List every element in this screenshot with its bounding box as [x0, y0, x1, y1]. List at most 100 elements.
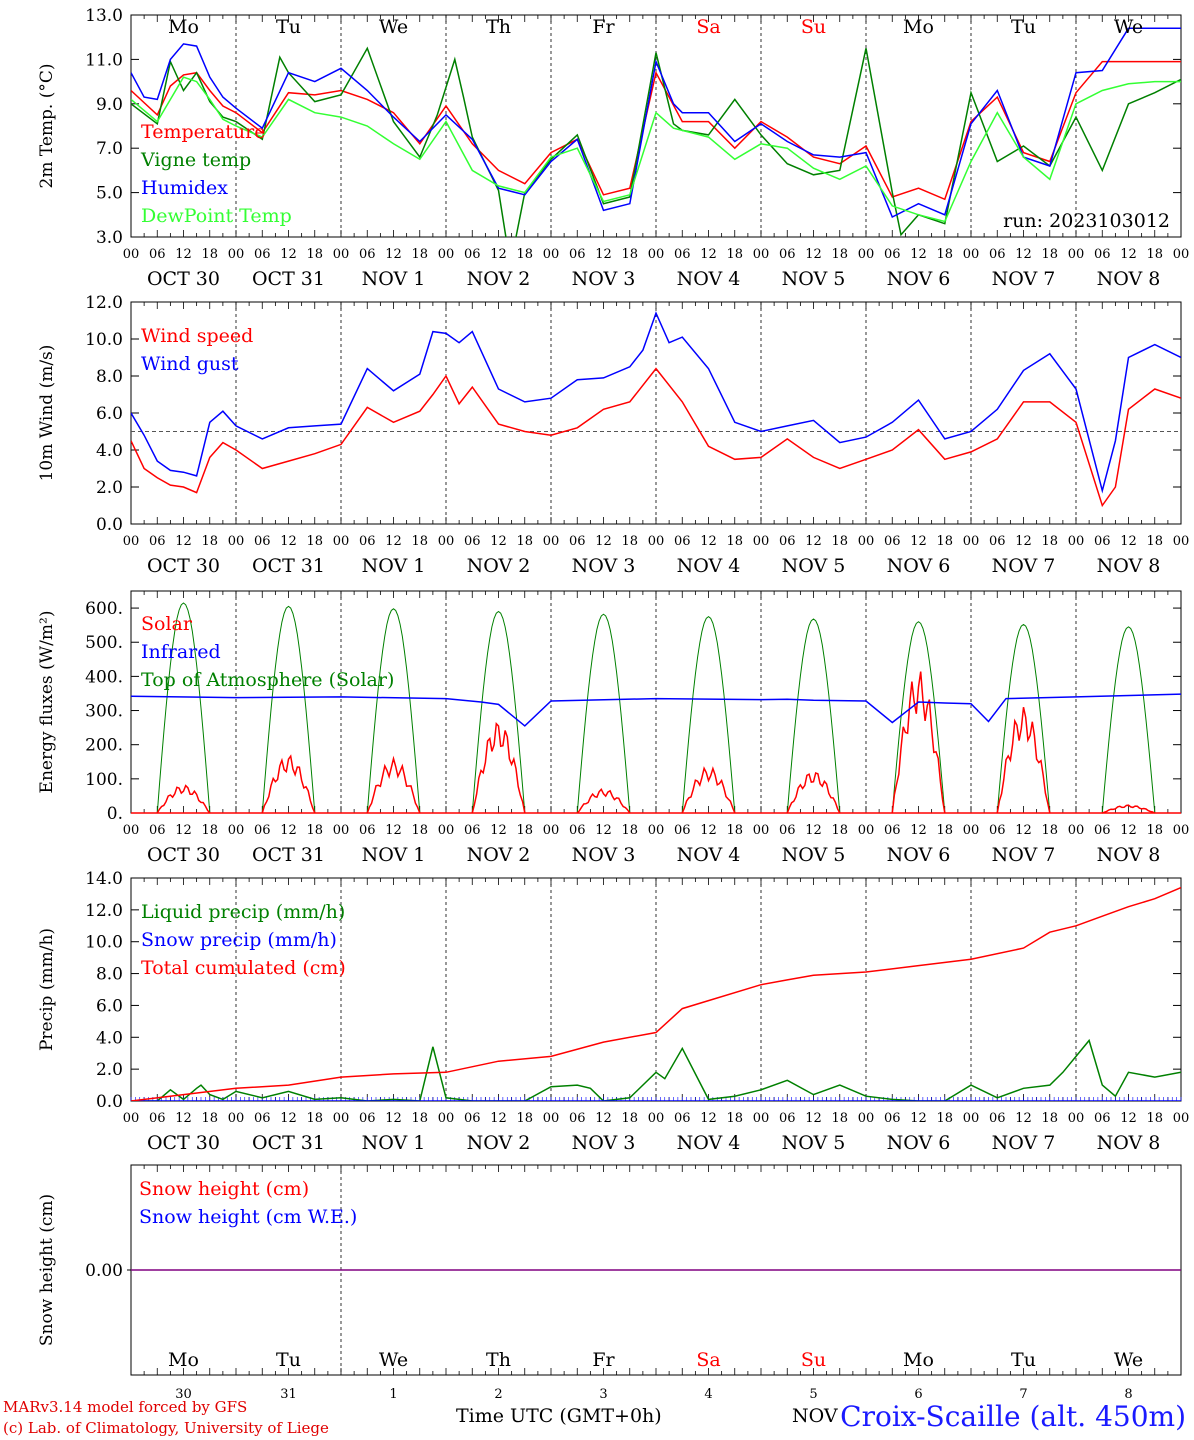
hour-tick-label: 18	[1146, 534, 1163, 549]
y-tick-label: 500.	[85, 633, 123, 653]
hour-tick-label: 18	[831, 247, 848, 262]
date-label: NOV 2	[467, 268, 531, 290]
hour-tick-label: 00	[333, 823, 350, 838]
series-solar	[471, 722, 526, 814]
hour-tick-label: 18	[831, 1111, 848, 1126]
date-label: OCT 31	[252, 844, 325, 866]
day-number-bottom: 8	[1124, 1387, 1132, 1402]
hour-tick-label: 00	[648, 1111, 665, 1126]
y-tick-label: 11.0	[85, 50, 123, 70]
hour-tick-label: 00	[333, 247, 350, 262]
day-number-bottom: 30	[175, 1387, 192, 1402]
day-number-bottom: 31	[280, 1387, 297, 1402]
y-tick-label: 8.0	[96, 367, 123, 387]
series-line-total-cumulated-cm-	[131, 886, 1181, 1101]
series-line-liquid-precip-mm-h-	[131, 1038, 1181, 1101]
hour-tick-label: 06	[779, 534, 796, 549]
legend-entry: Wind gust	[141, 353, 239, 375]
hour-tick-label: 12	[280, 534, 297, 549]
time-axis-label: Time UTC (GMT+0h)	[456, 1405, 662, 1427]
date-label: NOV 2	[467, 1132, 531, 1154]
hour-tick-label: 06	[674, 247, 691, 262]
hour-tick-label: 00	[753, 534, 770, 549]
y-axis-label-0: 2m Temp. (°C)	[37, 63, 57, 188]
day-number-bottom: 3	[599, 1387, 607, 1402]
hour-tick-label: 12	[595, 534, 612, 549]
hour-tick-label: 06	[1094, 823, 1111, 838]
legend-entry: Snow height (cm W.E.)	[139, 1206, 357, 1228]
hour-tick-label: 12	[490, 247, 507, 262]
y-axis-label-4: Snow height (cm)	[37, 1194, 57, 1346]
hour-tick-label: 06	[779, 247, 796, 262]
day-name-top: Sa	[696, 16, 720, 38]
y-tick-label: 5.0	[96, 184, 123, 204]
day-name-top: Tu	[1011, 16, 1036, 38]
hour-tick-label: 00	[858, 823, 875, 838]
hour-tick-label: 00	[648, 247, 665, 262]
y-tick-label: 400.	[85, 667, 123, 687]
y-tick-label: 10.0	[85, 330, 123, 350]
hour-tick-label: 12	[1015, 534, 1032, 549]
series-solar	[996, 707, 1051, 814]
hour-tick-label: 00	[228, 823, 245, 838]
hour-tick-label: 06	[149, 1111, 166, 1126]
hour-tick-label: 12	[595, 823, 612, 838]
date-label: NOV 7	[992, 1132, 1056, 1154]
series-top-of-atmosphere	[152, 602, 215, 814]
hour-tick-label: 00	[438, 247, 455, 262]
date-label: NOV 7	[992, 555, 1056, 577]
y-tick-label: 600.	[85, 599, 123, 619]
date-label: NOV 1	[362, 555, 426, 577]
y-tick-label: 0.0	[96, 1092, 123, 1112]
date-label: NOV 7	[992, 268, 1056, 290]
hour-tick-label: 18	[831, 534, 848, 549]
hour-tick-label: 06	[674, 1111, 691, 1126]
date-label: NOV 6	[887, 844, 951, 866]
hour-tick-label: 12	[595, 247, 612, 262]
hour-tick-label: 18	[831, 823, 848, 838]
series-line-wind-speed	[131, 367, 1181, 508]
hour-tick-label: 12	[595, 1111, 612, 1126]
day-number-bottom: 2	[494, 1387, 502, 1402]
hour-tick-label: 00	[228, 534, 245, 549]
hour-tick-label: 06	[464, 247, 481, 262]
hour-tick-label: 18	[726, 1111, 743, 1126]
hour-tick-label: 18	[516, 247, 533, 262]
date-label: NOV 2	[467, 555, 531, 577]
hour-tick-label: 00	[438, 534, 455, 549]
hour-tick-label: 06	[254, 1111, 271, 1126]
hour-tick-label: 18	[936, 1111, 953, 1126]
date-label: NOV 8	[1097, 1132, 1161, 1154]
date-label: OCT 30	[147, 555, 220, 577]
hour-tick-label: 00	[963, 823, 980, 838]
hour-tick-label: 00	[543, 1111, 560, 1126]
day-name-top: Mo	[168, 16, 199, 38]
series-solar	[891, 671, 946, 814]
hour-tick-label: 12	[910, 534, 927, 549]
hour-tick-label: 18	[1146, 247, 1163, 262]
hour-tick-label: 12	[385, 1111, 402, 1126]
y-tick-label: 4.0	[96, 441, 123, 461]
series-solar	[261, 754, 316, 814]
series-line-wind-gust	[131, 311, 1181, 494]
legend-entry: Snow precip (mm/h)	[141, 929, 337, 951]
hour-tick-label: 06	[149, 823, 166, 838]
hour-tick-label: 12	[1120, 823, 1137, 838]
hour-tick-label: 06	[1094, 1111, 1111, 1126]
y-tick-label: 0.	[107, 804, 123, 824]
hour-tick-label: 18	[936, 247, 953, 262]
hour-tick-label: 18	[201, 1111, 218, 1126]
hour-tick-label: 00	[753, 1111, 770, 1126]
hour-tick-label: 18	[411, 247, 428, 262]
hour-tick-label: 12	[385, 823, 402, 838]
month-label: NOV	[792, 1405, 838, 1427]
hour-tick-label: 06	[884, 534, 901, 549]
legend-entry: Infrared	[141, 641, 221, 663]
hour-tick-label: 00	[753, 823, 770, 838]
hour-tick-label: 00	[858, 1111, 875, 1126]
hour-tick-label: 06	[884, 1111, 901, 1126]
hour-tick-label: 12	[175, 534, 192, 549]
y-tick-label: 200.	[85, 736, 123, 756]
date-label: NOV 8	[1097, 844, 1161, 866]
y-axis-label-2: Energy fluxes (W/m²)	[37, 611, 57, 794]
